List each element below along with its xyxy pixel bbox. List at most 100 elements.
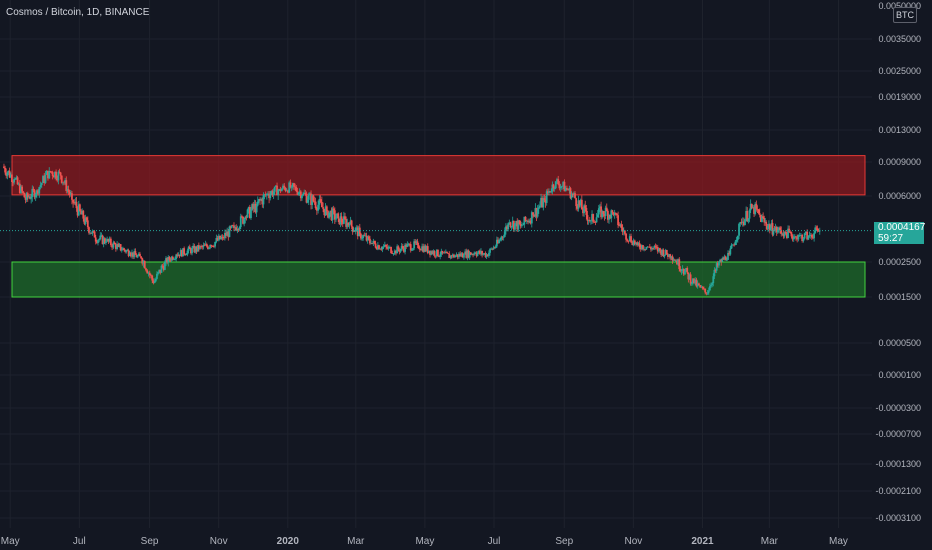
x-tick-label: Sep [141,536,159,547]
candle-body [346,222,349,227]
candle-body [633,240,636,245]
candle-body [579,199,582,206]
candle-body [816,228,819,232]
candle-body [690,282,693,284]
candle-body [202,245,205,248]
candle-body [220,236,223,240]
candle-body [722,258,725,260]
candle-body [643,248,646,250]
candle-body [580,199,583,210]
candle-body [554,181,557,189]
candle-body [59,172,62,176]
candle-body [193,245,196,253]
y-tick-label: -0.0000700 [875,429,921,439]
candle-body [420,249,422,251]
candle-body [347,222,350,226]
candle-body [310,193,312,205]
candle-body [98,239,101,241]
candle-body [219,235,221,240]
candle-body [122,248,124,250]
candle-body [73,202,76,204]
candle-body [769,227,772,231]
candle-body [685,267,687,271]
candle-body [227,231,230,238]
candle-body [664,250,667,255]
candle-body [166,258,169,263]
candle-body [802,238,805,241]
candle-body [297,192,300,195]
candle-body [319,199,322,202]
candle-body [653,246,656,249]
candle-body [494,246,497,248]
candle-body [762,216,765,219]
currency-badge[interactable]: BTC [893,7,917,23]
candle-body [176,254,179,257]
support-zone [11,261,866,298]
candle-body [710,284,712,287]
candle-body [90,232,93,234]
candle-body [207,246,209,249]
candle-body [375,247,378,250]
candle-body [703,288,705,290]
candle-body [628,236,631,241]
candle-body [362,235,365,239]
y-axis: 0.0035000 0.0025000 0.0019000 0.0013000 0.00… [875,1,921,523]
candle-body [152,280,155,283]
candle-body [91,231,94,234]
y-tick-label: -0.0002100 [875,486,921,496]
candle-body [623,230,626,234]
candle-body [654,246,657,247]
candle-body [204,244,207,246]
candle-body [602,211,605,214]
candle-body [161,265,164,267]
candle-body [501,236,504,238]
candle-body [621,228,624,232]
candle-body [659,248,661,251]
candle-body [242,216,244,224]
candle-body [132,252,135,257]
candle-body [82,210,85,219]
bar-countdown: 59:27 [878,233,904,244]
candle-body [158,269,161,273]
candle-body [606,210,609,220]
candle-body [583,205,585,214]
candle-body [124,250,127,252]
candle-body [188,246,191,249]
candle-body [191,247,193,254]
candle-body [363,235,366,237]
candle-body [320,201,323,208]
candle-body [810,234,813,238]
candle-body [720,259,723,262]
y-tick-label: 0.0002500 [878,257,921,267]
candle-body [712,276,715,284]
candle-body [735,239,738,242]
candle-body [569,188,572,199]
candle-body [807,235,810,240]
candle-body [129,252,132,257]
candle-body [489,248,491,253]
candle-body [231,225,234,227]
candle-body [475,252,478,256]
candle-body [718,261,720,266]
candle-body [37,190,39,194]
candle-body [148,272,151,276]
candle-body [413,241,416,249]
candle-body [636,242,639,246]
candle-body [503,231,506,237]
candle-body [123,248,125,251]
candle-body [187,246,190,251]
candle-body [153,281,156,283]
candle-body [612,212,615,215]
candle-body [427,250,430,253]
candle-body [474,252,477,254]
candle-body [696,283,699,287]
candle-body [196,245,199,252]
candle-body [351,226,354,232]
candle-body [774,227,777,231]
candle-body [338,218,341,225]
candle-body [225,233,227,236]
candle-body [142,261,145,264]
candle-body [88,227,90,233]
candle-body [585,208,588,216]
